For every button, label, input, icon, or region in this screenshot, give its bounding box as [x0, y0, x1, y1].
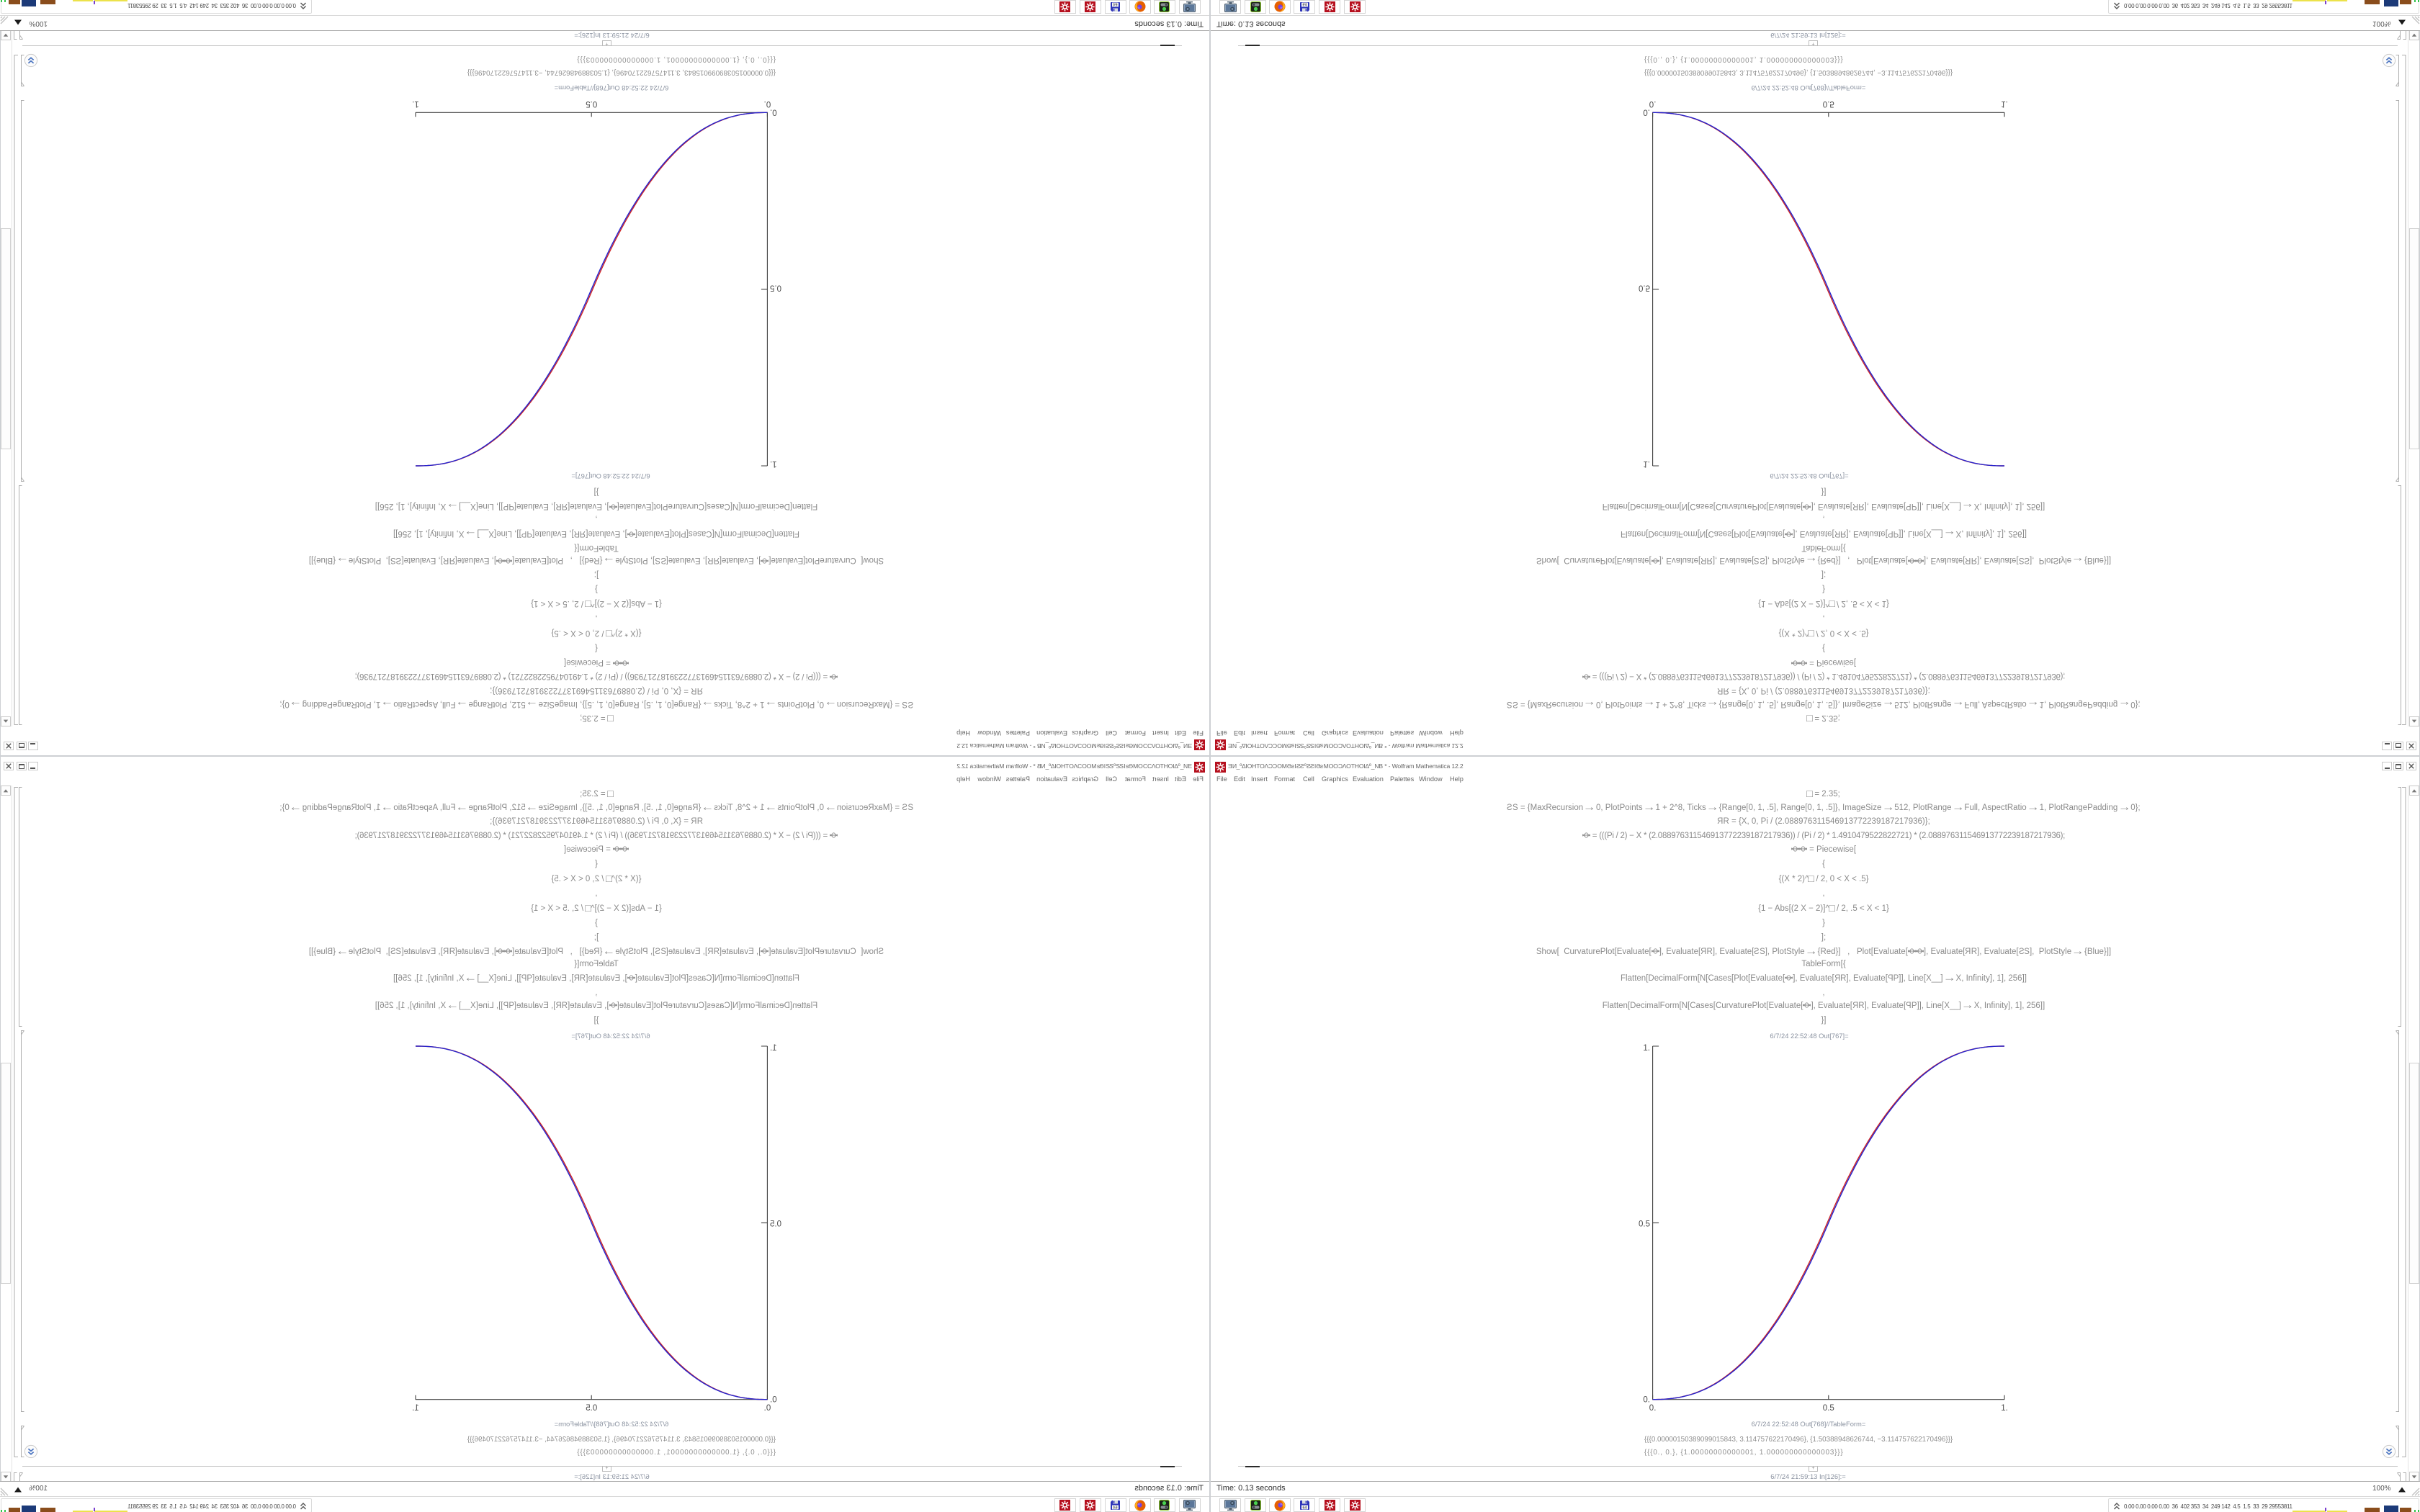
svg-text:0.5: 0.5 [1823, 1404, 1834, 1413]
svg-text:64: 64 [1113, 1506, 1118, 1511]
svg-text:1.: 1. [2001, 99, 2008, 108]
svg-text:0.: 0. [1649, 1404, 1657, 1413]
svg-text:1.: 1. [770, 1044, 777, 1053]
svg-text:0.: 0. [764, 1404, 771, 1413]
svg-text:0.: 0. [764, 99, 771, 108]
svg-text:0.: 0. [1643, 107, 1650, 116]
svg-text:0.: 0. [770, 1396, 777, 1405]
svg-text:0.: 0. [1649, 99, 1657, 108]
svg-text:1.: 1. [1643, 459, 1650, 468]
svg-text:0.5: 0.5 [1639, 284, 1650, 292]
svg-text:64: 64 [1302, 1, 1307, 6]
svg-text:64: 64 [1302, 1506, 1307, 1511]
svg-text:0.5: 0.5 [770, 1220, 781, 1228]
svg-text:0.5: 0.5 [586, 99, 597, 108]
svg-text:64: 64 [1113, 1, 1118, 6]
svg-text:0.5: 0.5 [770, 284, 781, 292]
svg-text:1.: 1. [770, 459, 777, 468]
svg-text:1.: 1. [412, 1404, 419, 1413]
svg-text:1.: 1. [412, 99, 419, 108]
svg-text:0.: 0. [1643, 1396, 1650, 1405]
svg-text:1.: 1. [2001, 1404, 2008, 1413]
svg-text:0.5: 0.5 [1823, 99, 1834, 108]
svg-text:1.: 1. [1643, 1044, 1650, 1053]
svg-text:0.: 0. [770, 107, 777, 116]
svg-text:0.5: 0.5 [586, 1404, 597, 1413]
svg-text:0.5: 0.5 [1639, 1220, 1650, 1228]
